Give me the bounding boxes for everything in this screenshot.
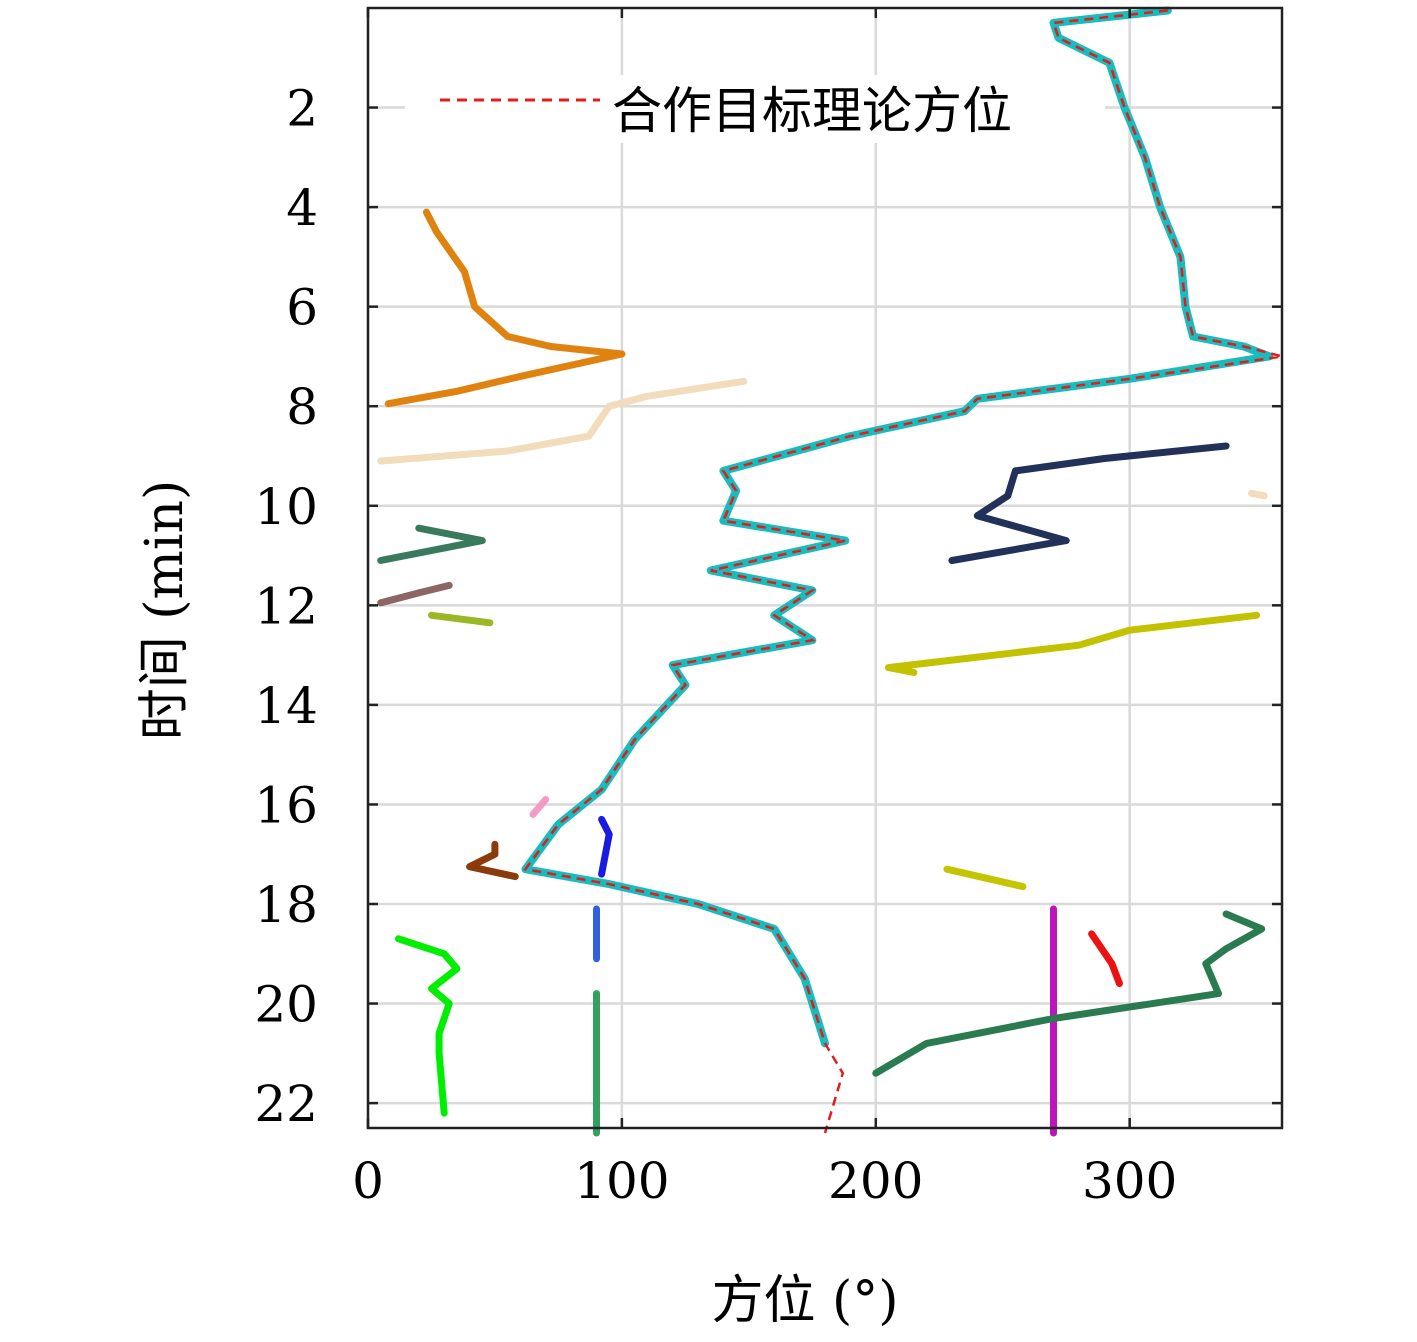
- grid-lines: [366, 8, 1282, 1128]
- y-tick-label-9: 20: [254, 976, 318, 1034]
- y-tick-label-10: 22: [254, 1075, 318, 1133]
- series-10: [466, 840, 519, 881]
- series-2: [377, 377, 748, 465]
- series-7: [885, 611, 1261, 676]
- y-tick-label-1: 4: [286, 179, 318, 237]
- series-5: [377, 581, 453, 607]
- y-tick-label-8: 18: [254, 876, 318, 934]
- x-axis-title: 方位 (°): [711, 1271, 898, 1331]
- axis-ticks: 0 100 200 300 2 4 6 8 10 12 14 16 18 20 22: [254, 8, 1282, 1210]
- y-tick-label-0: 2: [286, 80, 318, 138]
- x-tick-label-1: 100: [574, 1152, 669, 1210]
- series-8: [529, 796, 550, 818]
- legend: 合作目标理论方位: [405, 75, 1105, 143]
- x-tick-label-2: 200: [828, 1152, 923, 1210]
- series-9: [598, 815, 613, 878]
- x-tick-label-3: 300: [1082, 1152, 1177, 1210]
- series-17: [872, 910, 1266, 1077]
- y-tick-label-3: 8: [286, 378, 318, 436]
- x-tick-label-0: 0: [352, 1152, 384, 1210]
- y-tick-label-6: 14: [254, 677, 318, 735]
- data-marks: [377, 6, 1283, 1137]
- reference-line: [523, 9, 1283, 1134]
- series-4: [377, 524, 486, 564]
- series-6: [428, 611, 494, 627]
- y-tick-label-5: 12: [254, 577, 318, 635]
- legend-background: [405, 75, 1105, 143]
- legend-label: 合作目标理论方位: [612, 82, 1012, 140]
- series-18: [1248, 489, 1268, 500]
- series-3: [948, 442, 1230, 564]
- series-1: [384, 208, 626, 408]
- y-tick-label-7: 16: [254, 776, 318, 834]
- y-tick-label-4: 10: [254, 478, 318, 536]
- series-16: [1088, 930, 1123, 988]
- series-12: [395, 935, 461, 1117]
- series-11: [943, 865, 1027, 891]
- y-tick-label-2: 6: [286, 279, 318, 337]
- series-0: [521, 6, 1274, 1048]
- y-axis-title: 时间 (min): [135, 480, 195, 741]
- plot-frame: [366, 6, 1284, 1130]
